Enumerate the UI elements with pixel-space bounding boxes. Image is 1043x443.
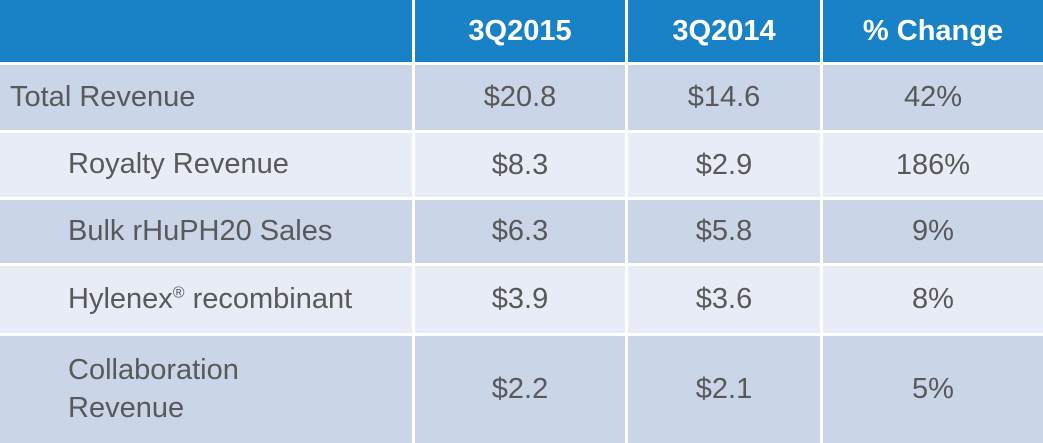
row-label-text: Bulk rHuPH20 Sales: [68, 214, 333, 247]
cell-bulk-rhuph20-3q2014: $5.8: [628, 200, 820, 263]
row-label-royalty-revenue: Royalty Revenue: [0, 133, 412, 197]
header-cell-3q2014: 3Q2014: [628, 0, 820, 62]
row-label-hylenex-recombinant: Hylenex® recombinant: [0, 266, 412, 333]
row-label-collaboration-revenue: Collaboration Revenue: [0, 336, 412, 443]
cell-royalty-revenue-change: 186%: [823, 133, 1043, 197]
header-cell-empty: [0, 0, 412, 62]
cell-collaboration-change: 5%: [823, 336, 1043, 443]
header-cell-pct-change: % Change: [823, 0, 1043, 62]
cell-total-revenue-3q2014: $14.6: [628, 65, 820, 130]
registered-trademark-icon: ®: [172, 284, 185, 302]
cell-hylenex-3q2015: $3.9: [415, 266, 625, 333]
cell-collaboration-3q2015: $2.2: [415, 336, 625, 443]
cell-royalty-revenue-3q2015: $8.3: [415, 133, 625, 197]
row-label-text: Total Revenue: [10, 80, 196, 113]
cell-total-revenue-3q2015: $20.8: [415, 65, 625, 130]
row-label-text: Hylenex® recombinant: [68, 282, 353, 315]
cell-collaboration-3q2014: $2.1: [628, 336, 820, 443]
cell-bulk-rhuph20-3q2015: $6.3: [415, 200, 625, 263]
row-label-total-revenue: Total Revenue: [0, 65, 412, 130]
cell-royalty-revenue-3q2014: $2.9: [628, 133, 820, 197]
cell-bulk-rhuph20-change: 9%: [823, 200, 1043, 263]
row-label-text: Collaboration Revenue: [68, 354, 239, 424]
cell-total-revenue-change: 42%: [823, 65, 1043, 130]
cell-hylenex-3q2014: $3.6: [628, 266, 820, 333]
row-label-text: Royalty Revenue: [68, 148, 289, 181]
cell-hylenex-change: 8%: [823, 266, 1043, 333]
header-cell-3q2015: 3Q2015: [415, 0, 625, 62]
row-label-bulk-rhuph20-sales: Bulk rHuPH20 Sales: [0, 200, 412, 263]
